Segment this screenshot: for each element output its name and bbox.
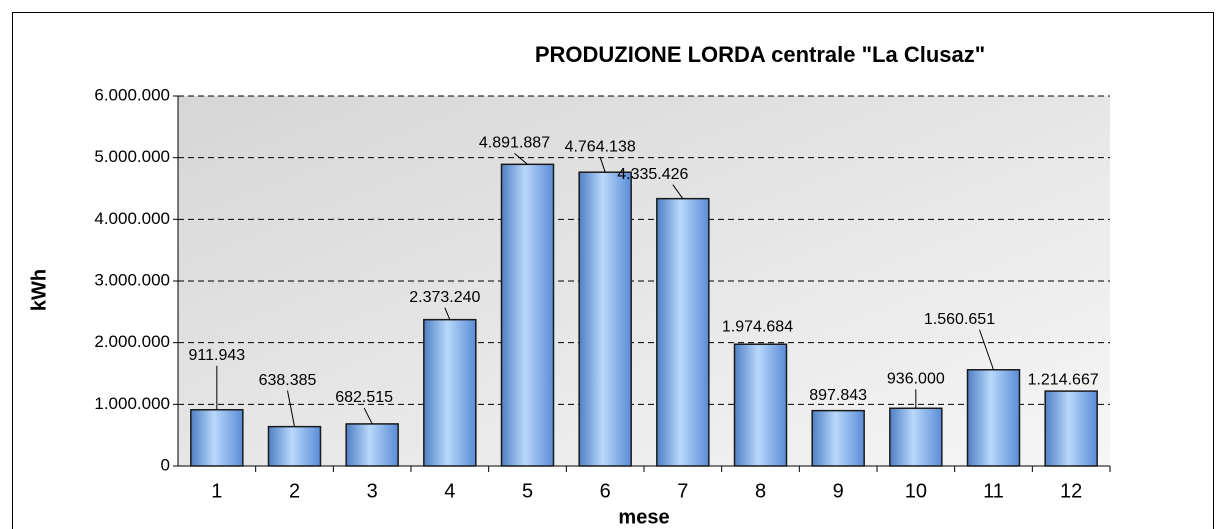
x-tick-label: 4: [444, 480, 455, 502]
y-tick-label: 3.000.000: [94, 270, 170, 289]
bar: [1044, 390, 1098, 467]
data-label: 911.943: [189, 347, 246, 364]
data-label: 682.515: [335, 389, 393, 406]
leader-line: [599, 157, 606, 173]
bar: [345, 423, 399, 467]
data-label: 1.974.684: [722, 318, 793, 335]
y-tick-label: 6.000.000: [94, 85, 170, 104]
x-tick-label: 8: [755, 480, 766, 502]
x-tick-label: 7: [677, 480, 688, 502]
data-label: 1.214.667: [1028, 371, 1099, 388]
leader-line: [514, 152, 528, 165]
x-tick-label: 2: [289, 480, 300, 502]
x-tick-label: 12: [1060, 480, 1082, 502]
x-tick-label: 6: [600, 480, 611, 502]
x-axis-label: mese: [618, 506, 669, 528]
data-label: 4.764.138: [565, 138, 636, 155]
bar: [500, 163, 555, 467]
x-tick-label: 10: [905, 480, 927, 502]
y-axis-label: kWh: [28, 269, 50, 311]
leader-line: [979, 329, 994, 370]
y-tick-label: 4.000.000: [94, 209, 170, 228]
data-label: 936.000: [887, 370, 945, 387]
chart-title: PRODUZIONE LORDA centrale "La Clusaz": [535, 42, 985, 67]
data-label: 638.385: [259, 372, 317, 389]
data-label: 2.373.240: [409, 289, 480, 306]
bar: [578, 171, 632, 467]
bar: [811, 409, 865, 467]
bar: [656, 197, 710, 467]
x-tick-label: 1: [211, 480, 222, 502]
data-label: 4.891.887: [479, 135, 550, 152]
data-label: 897.843: [809, 387, 867, 404]
x-tick-label: 3: [367, 480, 378, 502]
bar: [889, 407, 943, 467]
leader-line: [287, 390, 295, 427]
y-tick-label: 5.000.000: [94, 147, 170, 166]
leader-line: [363, 407, 373, 425]
bar: [267, 425, 322, 467]
y-tick-label: 0: [161, 455, 170, 474]
bar: [423, 318, 477, 467]
data-label: 4.335.426: [617, 166, 688, 183]
data-label: 1.560.651: [924, 311, 995, 328]
bar: [190, 409, 244, 467]
leader-line: [444, 307, 451, 320]
y-tick-label: 2.000.000: [94, 332, 170, 351]
bar: [966, 369, 1021, 467]
y-tick-label: 1.000.000: [94, 394, 170, 413]
leader-line: [672, 184, 684, 199]
x-tick-label: 5: [522, 480, 533, 502]
bar: [733, 343, 788, 467]
x-tick-label: 11: [983, 480, 1004, 502]
x-tick-label: 9: [833, 480, 844, 502]
